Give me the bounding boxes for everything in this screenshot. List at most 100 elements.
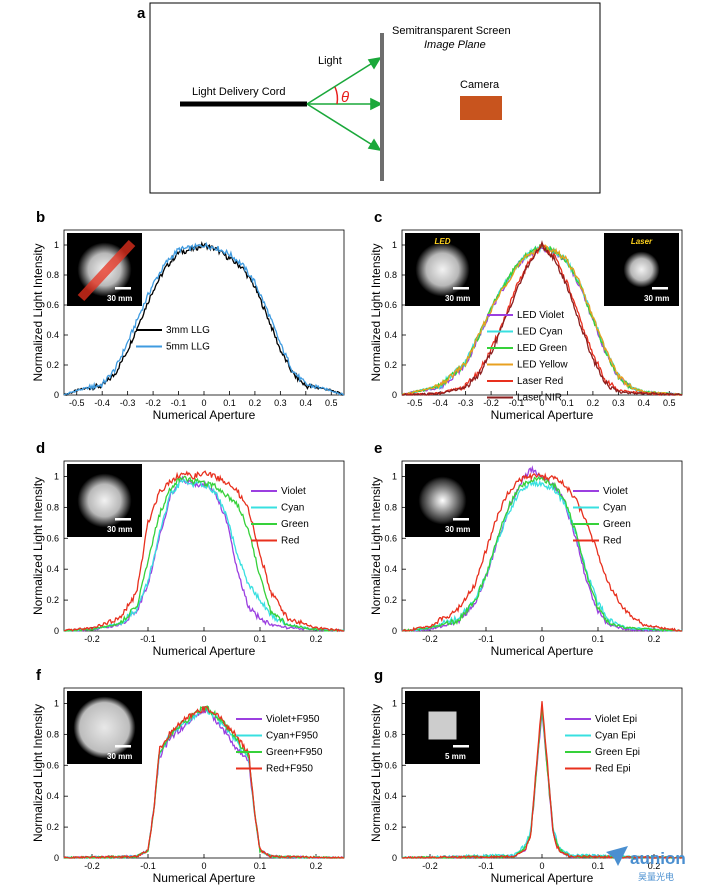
x-tick-label: 0 [539, 634, 544, 644]
y-tick-label: 0.6 [384, 300, 397, 310]
inset-label: Laser [631, 237, 653, 246]
legend: Violet Epi Cyan Epi Green Epi Red Epi [565, 714, 640, 775]
scale-bar-label: 30 mm [445, 294, 470, 303]
x-tick-label: -0.4 [94, 398, 110, 408]
series-line-green [402, 475, 683, 633]
series-line-red [64, 470, 345, 633]
x-tick-label: -0.1 [140, 634, 156, 644]
inset-image-e: 30 mm [405, 464, 480, 537]
x-tick-label: 0 [201, 861, 206, 871]
scale-bar-label: 30 mm [107, 294, 132, 303]
panel-label-d: d [36, 440, 45, 457]
x-tick-label: -0.2 [84, 634, 100, 644]
y-axis-label: Normalized Light Intensity [31, 477, 45, 615]
y-tick-label: 0.2 [46, 822, 59, 832]
x-tick-label: -0.5 [69, 398, 85, 408]
panel-label-g: g [374, 667, 383, 684]
scale-bar-label: 30 mm [107, 752, 132, 761]
legend: Violet Cyan Green Red [573, 486, 631, 547]
chart-c: c 0 0.2 0.4 0.6 0.8 1 -0.5 -0.4 -0.3 -0.2 -0.1 0 0.1 0… [369, 209, 683, 422]
inset-image-b: 30 mm [67, 233, 142, 306]
legend: LED Violet LED Cyan LED Green LED Yellow Las… [487, 310, 568, 404]
x-tick-label: 0.2 [648, 634, 661, 644]
y-tick-label: 1 [54, 240, 59, 250]
x-tick-label: 0.1 [223, 398, 236, 408]
y-tick-label: 0 [54, 626, 59, 636]
legend-label: Cyan+F950 [266, 731, 318, 742]
y-tick-label: 0.6 [384, 533, 397, 543]
x-tick-label: 0.2 [310, 634, 323, 644]
legend-label: LED Violet [517, 310, 564, 321]
x-tick-label: 0.3 [274, 398, 287, 408]
y-tick-label: 0.2 [46, 595, 59, 605]
y-tick-label: 0.6 [46, 760, 59, 770]
y-axis-label: Normalized Light Intensity [31, 243, 45, 381]
scale-bar [453, 745, 469, 748]
inset-image-f: 30 mm [67, 691, 142, 764]
chart-e: e 0 0.2 0.4 0.6 0.8 1 -0.2 -0.1 0 0.1 0.2 Numerical … [369, 440, 683, 658]
inset-image-d: 30 mm [67, 464, 142, 537]
y-tick-label: 1 [54, 471, 59, 481]
x-tick-label: 0.4 [638, 398, 651, 408]
panel-label-f: f [36, 667, 42, 684]
y-tick-label: 0.4 [384, 330, 397, 340]
x-tick-label: -0.4 [432, 398, 448, 408]
inset-beam-spot [415, 242, 470, 297]
x-tick-label: 0.5 [663, 398, 676, 408]
chart-f: f 0 0.2 0.4 0.6 0.8 1 -0.2 -0.1 0 0.1 0.2 Numerical … [31, 667, 345, 885]
y-tick-label: 0.4 [46, 330, 59, 340]
scale-bar-label: 5 mm [445, 752, 466, 761]
y-tick-label: 0.2 [46, 360, 59, 370]
x-tick-label: 0 [201, 398, 206, 408]
watermark-text: aunion [630, 849, 686, 868]
legend-label: Green [281, 519, 309, 530]
y-tick-label: 0.4 [46, 564, 59, 574]
semitransparent-screen [380, 33, 384, 181]
y-axis-label: Normalized Light Intensity [31, 704, 45, 842]
image-plane-label: Image Plane [424, 39, 486, 51]
x-tick-label: -0.1 [478, 634, 494, 644]
y-tick-label: 0.2 [384, 360, 397, 370]
y-tick-label: 1 [392, 240, 397, 250]
legend-label: Violet+F950 [266, 714, 320, 725]
x-tick-label: 0.2 [648, 861, 661, 871]
legend-label: Violet [281, 486, 306, 497]
y-tick-label: 0.8 [46, 729, 59, 739]
legend-label: Red [603, 536, 621, 547]
legend-label: Red [281, 536, 299, 547]
camera-label: Camera [460, 79, 500, 91]
watermark-logo-icon [606, 846, 628, 866]
light-rays [306, 56, 383, 152]
legend-label: Red+F950 [266, 764, 313, 775]
x-tick-label: -0.2 [483, 398, 499, 408]
y-tick-label: 0 [392, 390, 397, 400]
scale-bar [115, 287, 131, 290]
y-tick-label: 0.6 [384, 760, 397, 770]
x-tick-label: 0.1 [254, 634, 267, 644]
y-tick-label: 0.8 [384, 502, 397, 512]
x-axis-label: Numerical Aperture [153, 644, 256, 658]
y-tick-label: 1 [54, 698, 59, 708]
legend: 3mm LLG 5mm LLG [136, 325, 210, 353]
theta-arc [334, 86, 339, 105]
x-tick-label: 0.1 [561, 398, 574, 408]
scale-bar-label: 30 mm [107, 525, 132, 534]
panel-label-c: c [374, 209, 382, 226]
legend-label: Cyan Epi [595, 731, 636, 742]
inset-beam-spot [418, 476, 467, 525]
inset-image-g: 5 mm [405, 691, 480, 764]
cord-label: Light Delivery Cord [192, 86, 286, 98]
x-tick-label: 0.4 [300, 398, 313, 408]
legend-label: LED Yellow [517, 360, 568, 371]
y-tick-label: 0.4 [46, 791, 59, 801]
inset-beam-spot [623, 251, 660, 288]
inset-image-c-0: 30 mm LED [405, 233, 480, 306]
series-line-violet [401, 465, 682, 633]
legend-label: Green Epi [595, 747, 640, 758]
theta-symbol: θ [341, 89, 349, 106]
chart-panels: b 0 0.2 0.4 0.6 0.8 1 -0.5 -0.4 -0.3 -0.2 -0.1 0 0.1 0… [31, 209, 683, 885]
x-tick-label: -0.1 [478, 861, 494, 871]
legend-label: Green [603, 519, 631, 530]
scale-bar [453, 287, 469, 290]
